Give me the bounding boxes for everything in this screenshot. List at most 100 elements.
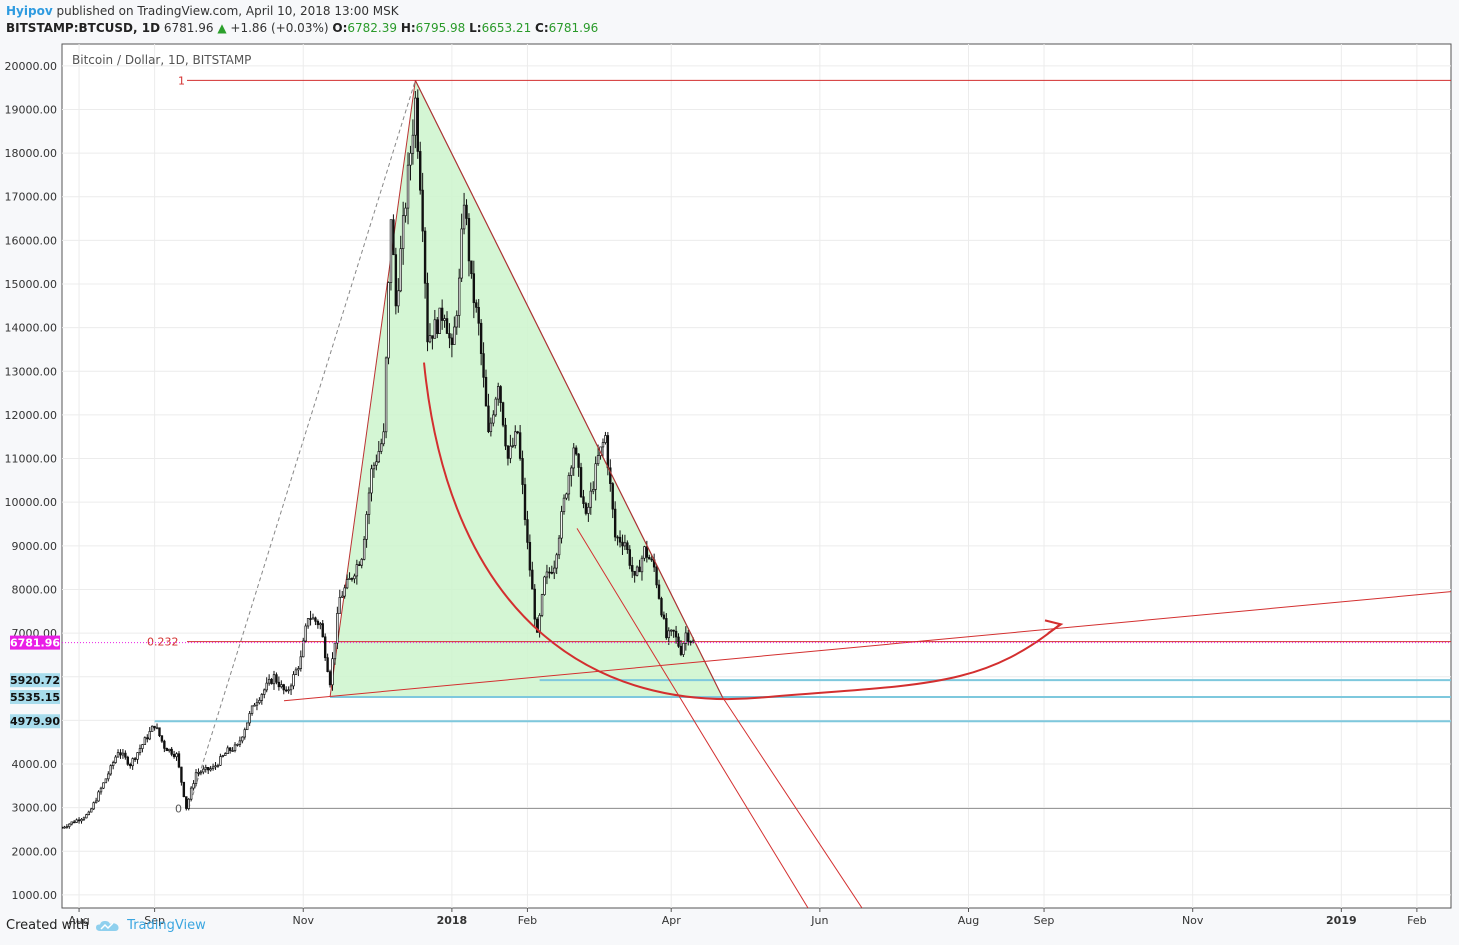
candle-body xyxy=(574,447,578,455)
candle-body xyxy=(311,617,315,620)
candle-body xyxy=(670,629,673,632)
candle-body xyxy=(523,484,527,520)
candle-body xyxy=(65,826,69,828)
candle-body xyxy=(187,798,190,809)
plot-area[interactable] xyxy=(61,43,1452,909)
x-tick-label: Sep xyxy=(1034,914,1055,927)
author-link[interactable]: Hyipov xyxy=(6,4,53,18)
candle-body xyxy=(270,678,273,685)
candle-body xyxy=(516,431,519,434)
candle-body xyxy=(589,490,592,508)
candle-body xyxy=(63,826,66,829)
candle-body xyxy=(253,704,256,707)
candle-body xyxy=(677,636,680,647)
support-tag-bg xyxy=(10,690,60,705)
candle-body xyxy=(226,747,229,754)
projection-curve xyxy=(423,362,1061,701)
candle-body xyxy=(238,740,242,745)
candle-body xyxy=(577,453,580,468)
y-axis: 1000.002000.003000.004000.007000.008000.… xyxy=(5,60,58,902)
candle-body xyxy=(640,557,644,573)
candle-body xyxy=(297,668,300,671)
y-tick-label: 10000.00 xyxy=(5,496,58,509)
candle-body xyxy=(248,713,251,724)
candle-body xyxy=(540,594,544,616)
candle-body xyxy=(197,771,200,774)
candle-body xyxy=(638,566,641,573)
open-label: O: xyxy=(332,21,348,35)
candle-body xyxy=(545,571,549,578)
y-tick-label: 16000.00 xyxy=(5,234,58,247)
x-axis: Aug Sep Nov 2018 Feb Apr Jun Aug Sep Nov 2019 Feb xyxy=(68,908,1427,927)
candle-body xyxy=(582,496,585,504)
x-tick-label: Feb xyxy=(1407,914,1426,927)
candle-body xyxy=(372,464,376,470)
candle-body xyxy=(528,542,532,571)
low-label: L: xyxy=(469,21,482,35)
candle-body xyxy=(526,519,529,543)
candle-body xyxy=(133,758,137,760)
candle-body xyxy=(299,656,303,669)
candle-body xyxy=(114,756,117,763)
candle-body xyxy=(443,318,446,321)
candle-body xyxy=(177,753,181,768)
candle-body xyxy=(365,514,368,540)
candle-body xyxy=(228,747,232,751)
candle-body xyxy=(192,783,195,789)
candle-body xyxy=(331,658,334,686)
candle-body xyxy=(426,282,429,343)
candle-body xyxy=(682,643,685,655)
arrow-head-icon xyxy=(1044,619,1064,635)
tradingview-link[interactable]: TradingView xyxy=(127,918,206,933)
candle-body xyxy=(533,588,536,620)
overlay-layer xyxy=(62,80,1451,908)
candle-body xyxy=(126,756,129,765)
open-value: 6782.39 xyxy=(347,21,397,35)
candle-body xyxy=(555,554,558,569)
candle-body xyxy=(194,772,198,784)
candle-body xyxy=(401,215,405,249)
candle-body xyxy=(616,536,619,539)
y-tick-label: 9000.00 xyxy=(12,540,58,553)
candle-body xyxy=(282,684,285,691)
candle-body xyxy=(360,558,363,566)
candle-body xyxy=(146,737,149,740)
candle-body xyxy=(221,755,225,757)
candle-body xyxy=(662,614,666,619)
candle-body xyxy=(579,467,583,498)
candle-body xyxy=(358,564,361,566)
candle-body xyxy=(467,218,471,262)
candle-body xyxy=(504,424,507,447)
candle-body xyxy=(399,248,402,292)
candle-body xyxy=(428,335,432,343)
price-tags: 6781.96 5920.72 5535.15 4979.90 xyxy=(10,635,60,729)
candle-body xyxy=(209,768,212,771)
candle-body xyxy=(440,307,444,321)
candle-body xyxy=(306,618,310,627)
candle-body xyxy=(111,762,115,767)
candle-body xyxy=(102,782,105,789)
x-tick-label: Feb xyxy=(518,914,537,927)
close-value: 6781.96 xyxy=(548,21,599,35)
candle-body xyxy=(487,405,490,433)
fib-trend-line xyxy=(188,80,416,809)
candle-body xyxy=(207,766,210,771)
candle-body xyxy=(72,821,76,824)
candle-body xyxy=(613,508,617,538)
candle-body xyxy=(104,778,108,784)
candle-body xyxy=(635,566,639,576)
candle-body xyxy=(353,575,356,580)
candle-body xyxy=(604,435,607,443)
candle-body xyxy=(548,571,551,574)
current-price-tag: 6781.96 xyxy=(10,637,60,650)
candle-body xyxy=(421,189,424,232)
candle-body xyxy=(596,455,600,465)
candle-body xyxy=(631,565,634,572)
x-tick-label: Apr xyxy=(662,914,682,927)
candle-body xyxy=(370,468,373,494)
candle-body xyxy=(245,722,249,731)
candle-body xyxy=(82,817,86,820)
candle-body xyxy=(70,821,73,825)
candle-body xyxy=(472,273,476,304)
